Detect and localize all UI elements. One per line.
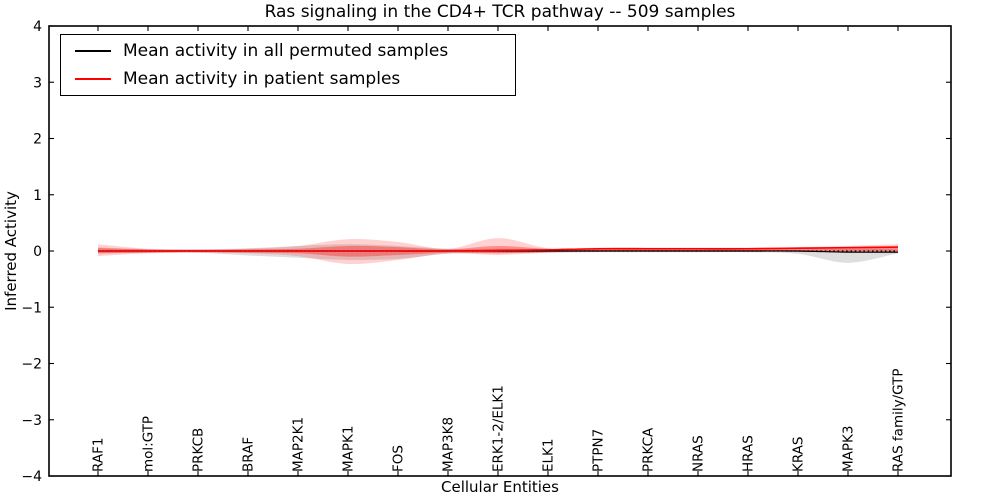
x-axis-label: Cellular Entities — [441, 478, 559, 496]
y-tick-label: −3 — [21, 413, 42, 429]
y-tick-label: 2 — [33, 132, 42, 148]
x-tick-label: MAP3K8 — [441, 417, 457, 472]
y-tick-label: 0 — [33, 244, 42, 260]
chart-title: Ras signaling in the CD4+ TCR pathway --… — [264, 2, 736, 22]
x-tick-label: ELK1 — [541, 439, 557, 473]
legend-label-permuted: Mean activity in all permuted samples — [123, 41, 449, 61]
y-tick-label: −2 — [21, 357, 42, 373]
y-tick-label: 3 — [33, 75, 42, 91]
x-tick-label: RAS family/GTP — [891, 368, 907, 472]
x-tick-label: MAPK1 — [341, 426, 357, 472]
x-tick-label: mol:GTP — [141, 416, 157, 472]
y-tick-label: 4 — [33, 19, 42, 35]
y-axis-label: Inferred Activity — [2, 191, 20, 311]
series-line-1 — [98, 246, 899, 252]
x-tick-label: MAP2K1 — [291, 417, 307, 472]
legend-item-permuted: Mean activity in all permuted samples — [61, 37, 515, 65]
x-tick-label: HRAS — [741, 435, 757, 472]
y-tick-label: −4 — [21, 469, 42, 485]
x-tick-label: KRAS — [791, 437, 807, 473]
x-tick-label: FOS — [391, 445, 407, 472]
x-tick-label: PRKCB — [191, 428, 207, 472]
y-tick-label: 1 — [33, 188, 42, 204]
x-axis: RAF1 mol:GTP PRKCB BRAF MAP2K1 MAPK1 FOS MAP3K8… — [91, 26, 907, 476]
y-tick-label: −1 — [21, 300, 42, 316]
x-tick-label: MAPK3 — [841, 426, 857, 472]
legend-line-black — [75, 50, 111, 52]
x-tick-label: PTPN7 — [591, 429, 607, 472]
y-axis: 4 3 2 1 0 −1 −2 −3 −4 — [21, 19, 951, 485]
x-tick-label: NRAS — [691, 435, 707, 472]
x-tick-label: RAF1 — [91, 438, 107, 472]
x-tick-label: PRKCA — [641, 427, 657, 472]
x-tick-label: ERK1-2/ELK1 — [491, 385, 507, 472]
x-tick-label: BRAF — [241, 437, 257, 472]
legend-label-patient: Mean activity in patient samples — [123, 69, 401, 89]
permuted-samples-range — [98, 244, 898, 263]
legend-line-red — [75, 78, 111, 80]
legend-item-patient: Mean activity in patient samples — [61, 65, 515, 93]
legend: Mean activity in all permuted samples Me… — [60, 34, 516, 96]
